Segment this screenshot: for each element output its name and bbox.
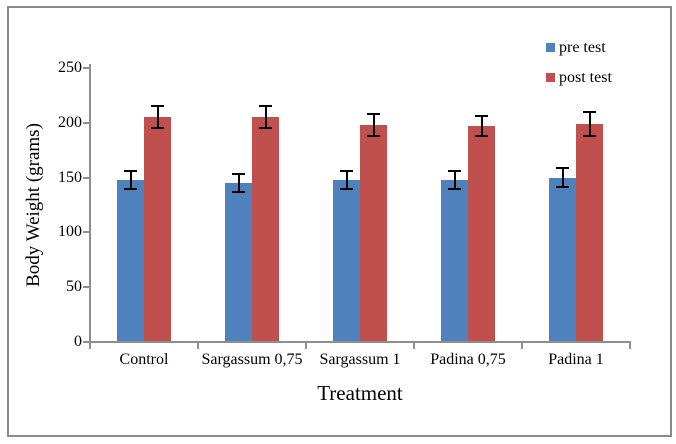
- error-bar-line: [453, 171, 456, 189]
- error-bar-cap-top: [583, 110, 596, 113]
- error-bar-line: [372, 114, 375, 136]
- bar-pre-test: [225, 183, 252, 341]
- y-tick-label: 50: [66, 278, 82, 296]
- x-tick: [305, 343, 307, 349]
- y-tick-label: 150: [58, 168, 82, 186]
- error-bar-cap-top: [475, 115, 488, 118]
- y-tick: [83, 341, 90, 343]
- y-tick: [83, 176, 90, 179]
- legend-label: pre test: [559, 39, 606, 56]
- x-tick: [629, 343, 631, 349]
- x-tick: [521, 343, 523, 349]
- error-bar-cap-bottom: [232, 190, 245, 193]
- legend-swatch-icon: [546, 43, 555, 52]
- error-bar-cap-top: [151, 105, 164, 108]
- error-bar-cap-bottom: [259, 127, 272, 130]
- y-tick-label: 0: [74, 333, 82, 350]
- error-bar-cap-top: [448, 170, 461, 173]
- x-axis-title: Treatment: [317, 381, 403, 405]
- x-tick: [413, 343, 415, 349]
- error-bar-cap-top: [340, 170, 353, 173]
- error-bar-line: [237, 174, 240, 192]
- x-tick: [197, 343, 199, 349]
- error-bar-cap-bottom: [367, 134, 380, 137]
- error-bar-line: [480, 116, 483, 136]
- y-axis-title: Body Weight (grams): [23, 123, 44, 287]
- error-bar-cap-top: [556, 166, 569, 169]
- error-bar-cap-top: [367, 113, 380, 116]
- y-tick: [83, 286, 90, 289]
- x-axis-line: [89, 341, 631, 343]
- x-tick-label: Control: [119, 351, 169, 368]
- error-bar-cap-bottom: [475, 134, 488, 137]
- error-bar-cap-bottom: [151, 127, 164, 130]
- y-tick-label: 100: [58, 223, 82, 241]
- bar-pre-test: [441, 179, 468, 341]
- y-tick: [83, 231, 90, 234]
- legend-item: post test: [546, 68, 612, 87]
- y-axis-line: [89, 64, 91, 343]
- error-bar-line: [156, 106, 159, 129]
- x-tick-label: Sargassum 0,75: [201, 351, 303, 368]
- bar-pre-test: [549, 177, 576, 341]
- bar-post-test: [360, 124, 387, 341]
- error-bar-cap-top: [259, 105, 272, 108]
- x-tick-label: Padina 1: [548, 351, 604, 368]
- bar-post-test: [468, 126, 495, 341]
- x-tick-label: Padina 0,75: [430, 351, 506, 368]
- bar-pre-test: [333, 179, 360, 341]
- error-bar-line: [588, 111, 591, 136]
- error-bar-cap-bottom: [583, 134, 596, 137]
- legend-label: post test: [559, 69, 612, 86]
- x-tick-label: Sargassum 1: [319, 351, 401, 368]
- error-bar-cap-bottom: [556, 186, 569, 189]
- x-tick: [89, 343, 91, 349]
- y-tick-label: 250: [58, 59, 82, 76]
- error-bar-line: [561, 167, 564, 188]
- error-bar-cap-top: [232, 173, 245, 176]
- bar-post-test: [252, 117, 279, 341]
- y-tick: [83, 67, 90, 69]
- y-tick-label: 200: [58, 113, 82, 131]
- error-bar-cap-bottom: [448, 187, 461, 190]
- legend-swatch-icon: [546, 73, 555, 82]
- bar-post-test: [144, 117, 171, 341]
- error-bar-line: [129, 171, 132, 189]
- y-tick: [83, 121, 90, 124]
- error-bar-cap-bottom: [124, 187, 137, 190]
- bar-post-test: [576, 123, 603, 341]
- error-bar-line: [264, 106, 267, 129]
- legend: pre test post test: [546, 38, 612, 87]
- legend-item: pre test: [546, 38, 612, 57]
- error-bar-line: [345, 171, 348, 189]
- error-bar-cap-top: [124, 170, 137, 173]
- error-bar-cap-bottom: [340, 187, 353, 190]
- bar-pre-test: [117, 179, 144, 341]
